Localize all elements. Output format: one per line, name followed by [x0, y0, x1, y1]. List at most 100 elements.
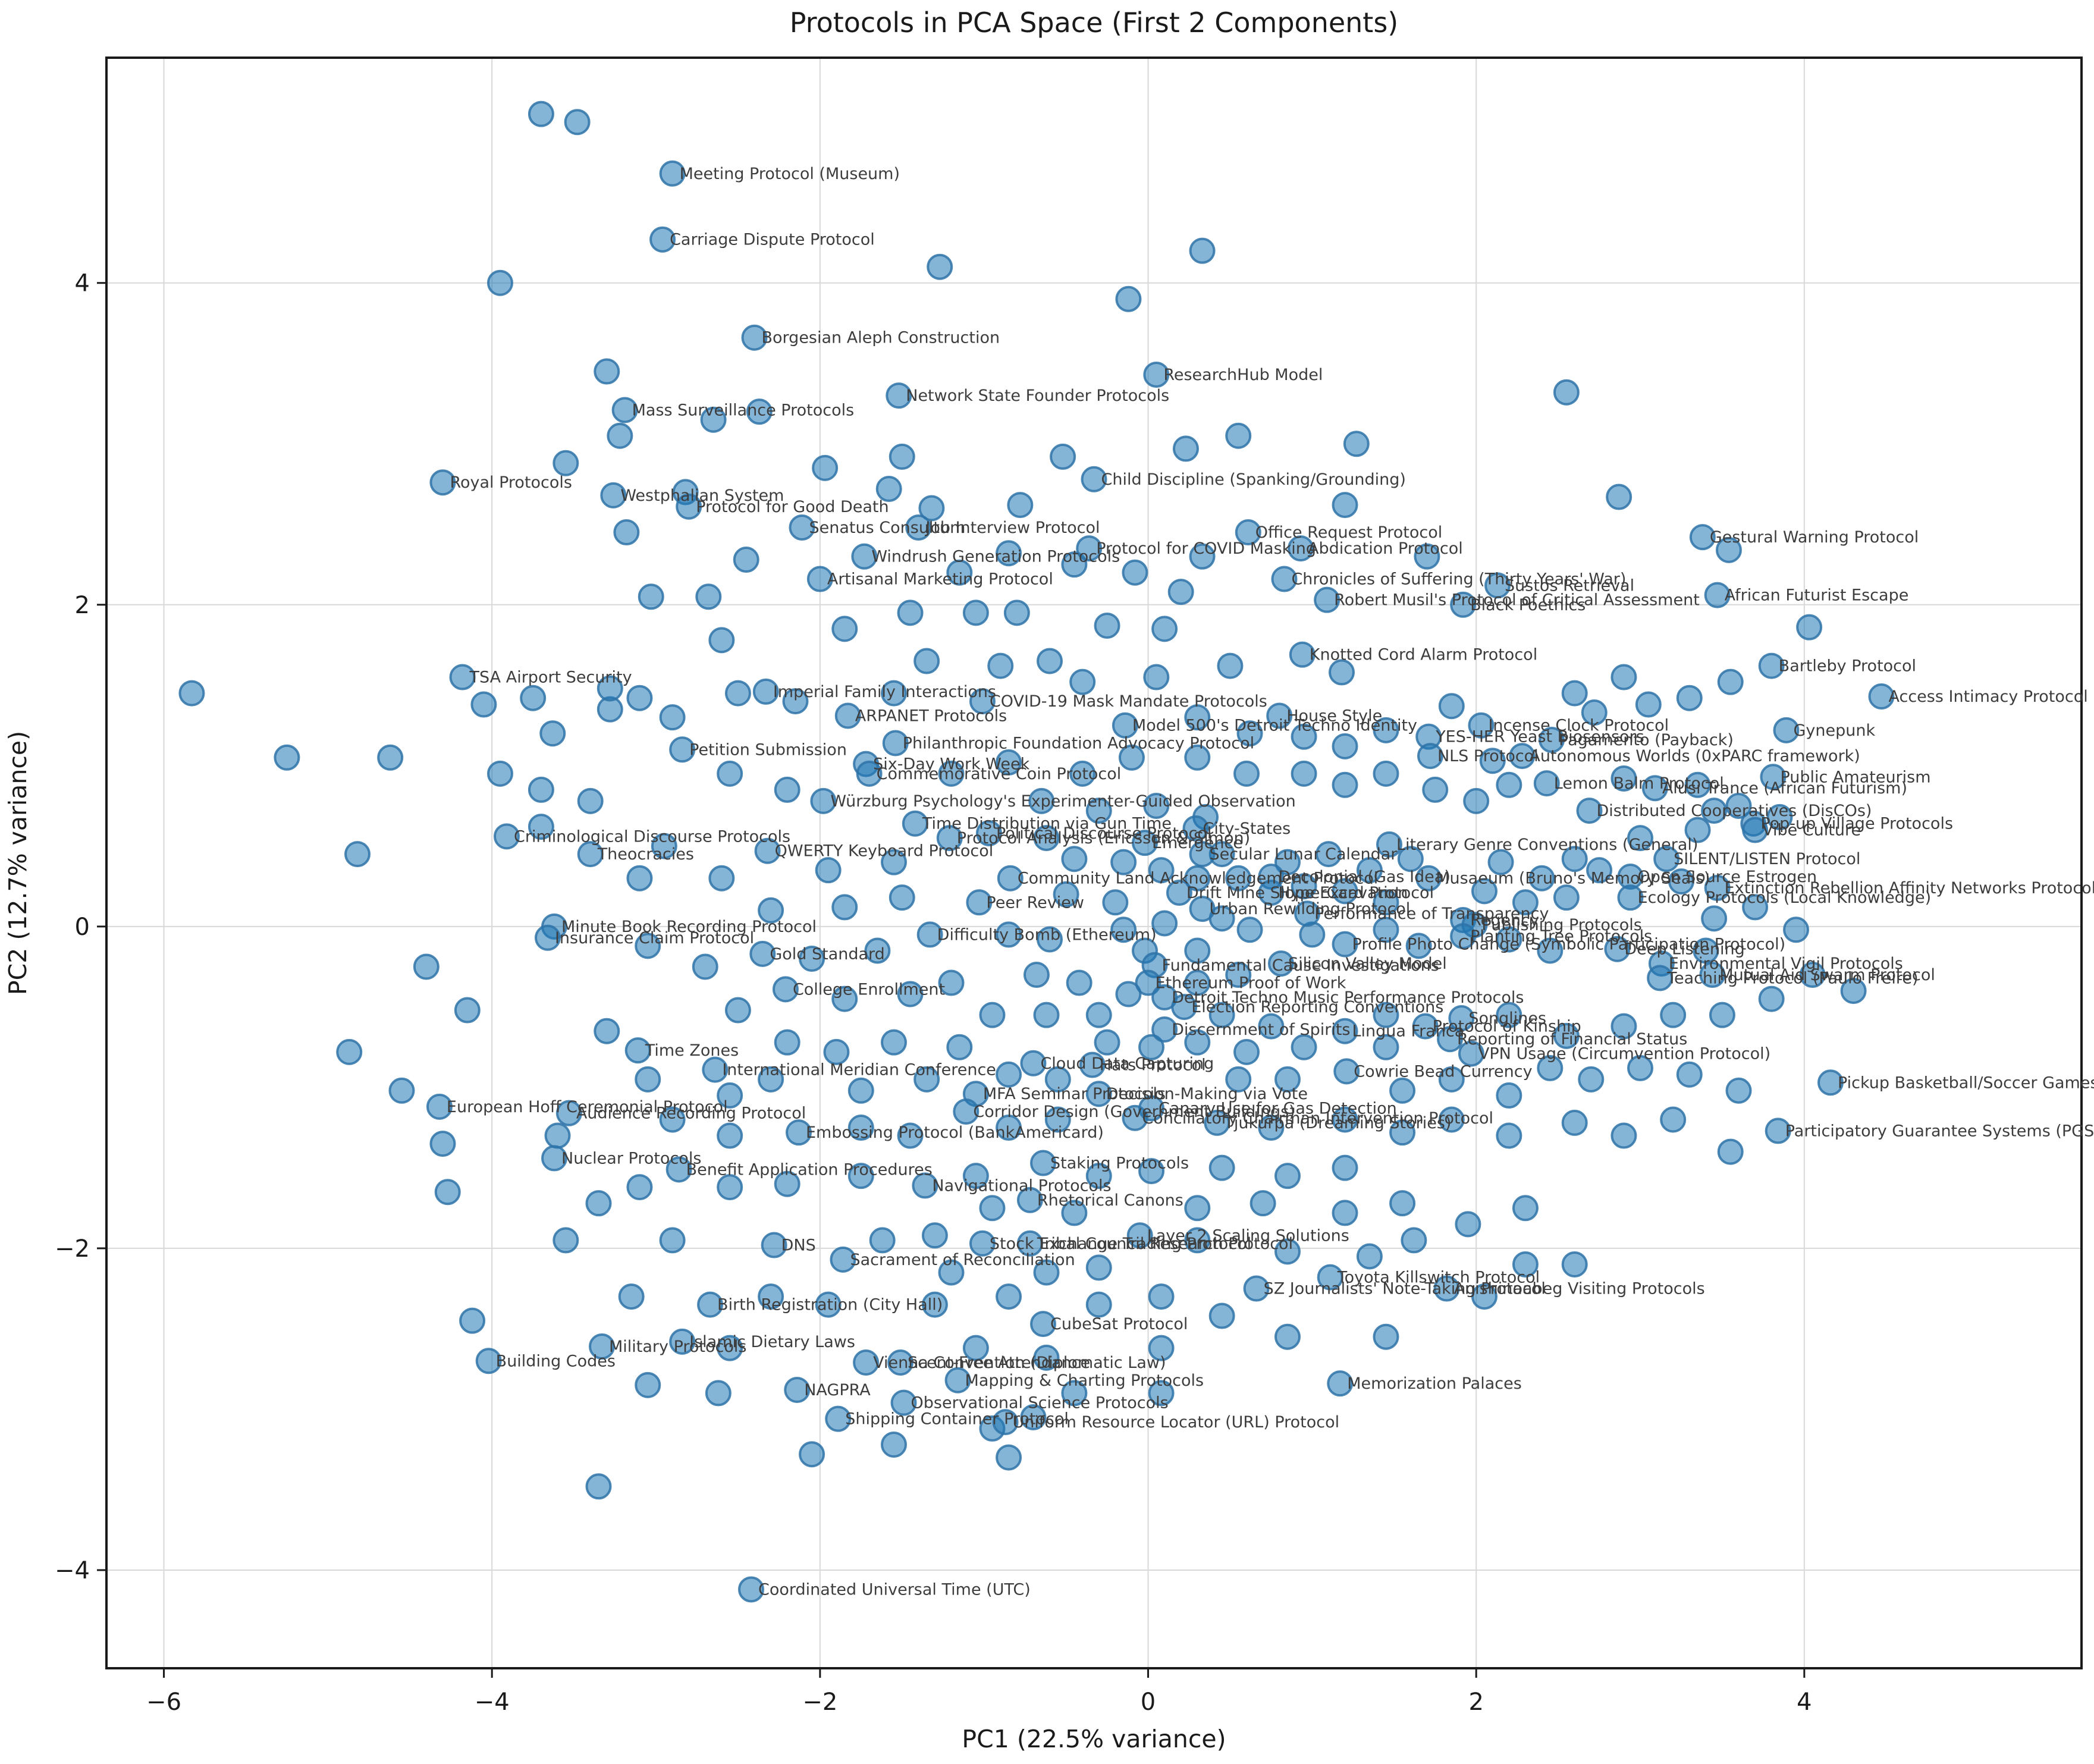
point-label: Carriage Dispute Protocol [670, 231, 875, 249]
data-point [1704, 874, 1731, 901]
point-label: House Style [1286, 707, 1382, 725]
point-label: Election Reporting Conventions [1191, 998, 1443, 1016]
point-label: HyperCard Protocol [1278, 884, 1434, 902]
data-point [1003, 599, 1030, 626]
data-point [1660, 1106, 1687, 1133]
point-label: SZ Journalists' Note-Taking Protocol [1264, 1280, 1546, 1298]
data-point [1553, 379, 1580, 406]
point-label: Difficulty Bomb (Ethereum) [937, 925, 1157, 944]
data-point [1079, 1052, 1106, 1078]
data-point [1184, 1195, 1211, 1222]
point-label: Observational Science Protocols [911, 1394, 1169, 1413]
data-point [1840, 978, 1867, 1005]
data-point [1373, 717, 1399, 743]
data-point [1061, 551, 1088, 578]
data-point [1528, 865, 1555, 892]
data-point [539, 720, 566, 747]
point-label: Embossing Protocol (BankAmericard) [806, 1123, 1104, 1142]
point-label: Navigational Protocols [932, 1176, 1111, 1195]
data-point [851, 543, 878, 570]
point-label: Audience Recording Protocol [576, 1104, 806, 1123]
data-point [1332, 1154, 1358, 1181]
data-point [388, 1077, 415, 1104]
point-label: Criminological Discourse Protocols [514, 827, 790, 846]
point-label: Scent-Free Attendance [908, 1354, 1090, 1372]
point-label: YES-HER Yeast Biosensors [1435, 728, 1644, 746]
point-label: Network State Founder Protocols [906, 387, 1169, 405]
data-point [1533, 770, 1560, 797]
point-label: Protocol Analysis (Ericsson & Simon) [957, 829, 1250, 848]
data-point [1332, 1200, 1358, 1226]
data-point [887, 1349, 914, 1376]
point-label: Borgesian Aleph Construction [762, 329, 1000, 347]
point-label: Artisanal Marketing Protocol [827, 570, 1053, 589]
point-label: Musaeum (Bruno's Memory Seals) [1436, 870, 1710, 888]
data-point [1405, 933, 1432, 959]
data-point [979, 1002, 1006, 1028]
point-label: Drift Mine Slope Excavation [1186, 884, 1408, 902]
data-point [1742, 894, 1769, 921]
data-point [1143, 792, 1170, 819]
data-point [1132, 830, 1159, 856]
data-point [1668, 868, 1694, 895]
data-point [552, 1227, 579, 1254]
data-point [1329, 659, 1355, 686]
point-label: Silicon Valley Model [1288, 955, 1447, 973]
point-label: ResearchHub Model [1163, 366, 1323, 384]
data-point [429, 1131, 456, 1157]
plot-border [105, 57, 2083, 1669]
data-point [774, 776, 800, 803]
data-point [494, 823, 520, 850]
data-point [772, 976, 799, 1003]
data-point [1243, 1275, 1270, 1302]
point-label: Reporting of Financial Status [1457, 1030, 1687, 1049]
data-point [1085, 798, 1112, 824]
point-label: Gestural Warning Protocol [1710, 528, 1919, 547]
point-label: Chronicles of Suffering (Thirty Years' W… [1291, 570, 1626, 589]
data-point [708, 627, 735, 654]
data-point [659, 1106, 686, 1133]
point-label: Benefit Application Procedures [686, 1160, 933, 1179]
data-point [799, 945, 825, 972]
data-point [1291, 723, 1317, 750]
data-point [1561, 1251, 1588, 1278]
data-point [1069, 760, 1096, 787]
point-label: European Hoff Ceremonial Protocol [447, 1098, 728, 1116]
data-point [1766, 803, 1793, 830]
data-point [784, 1376, 811, 1403]
data-point [1167, 579, 1194, 605]
point-label: Protocol of Kinship [1433, 1018, 1581, 1036]
point-label: Canary Use for Gas Detection [1159, 1100, 1397, 1118]
data-point [600, 482, 627, 509]
data-point [635, 933, 661, 959]
data-point [659, 1227, 686, 1254]
data-point [1333, 1058, 1360, 1085]
data-point [938, 1259, 965, 1286]
data-point [555, 1100, 582, 1126]
data-point [717, 760, 743, 787]
data-point [1373, 889, 1399, 916]
point-label: Songlines [1468, 1009, 1546, 1028]
data-point [1417, 743, 1443, 770]
data-point [880, 1431, 907, 1458]
point-label: Autonomous Worlds (0xPARC framework) [1529, 747, 1860, 765]
data-point [1102, 889, 1129, 916]
data-point [1343, 431, 1370, 457]
data-point [996, 1115, 1022, 1141]
point-label: Insurance Claim Protocol [555, 929, 754, 947]
data-point [902, 810, 928, 837]
data-point [1110, 916, 1137, 943]
axis-ticks: −6 −4 −2 0 2 4 −4 −2 0 2 4 [55, 270, 1812, 1716]
data-point [626, 1174, 653, 1201]
data-point [806, 566, 833, 592]
data-point [717, 1335, 743, 1361]
data-point [969, 1230, 996, 1257]
data-point [752, 678, 779, 705]
point-label: Child Discipline (Spanking/Grounding) [1101, 470, 1406, 489]
data-point [1085, 1081, 1112, 1107]
data-point [1471, 878, 1497, 905]
data-point [1016, 1187, 1043, 1213]
data-point [520, 685, 547, 711]
data-point [1471, 1283, 1497, 1310]
